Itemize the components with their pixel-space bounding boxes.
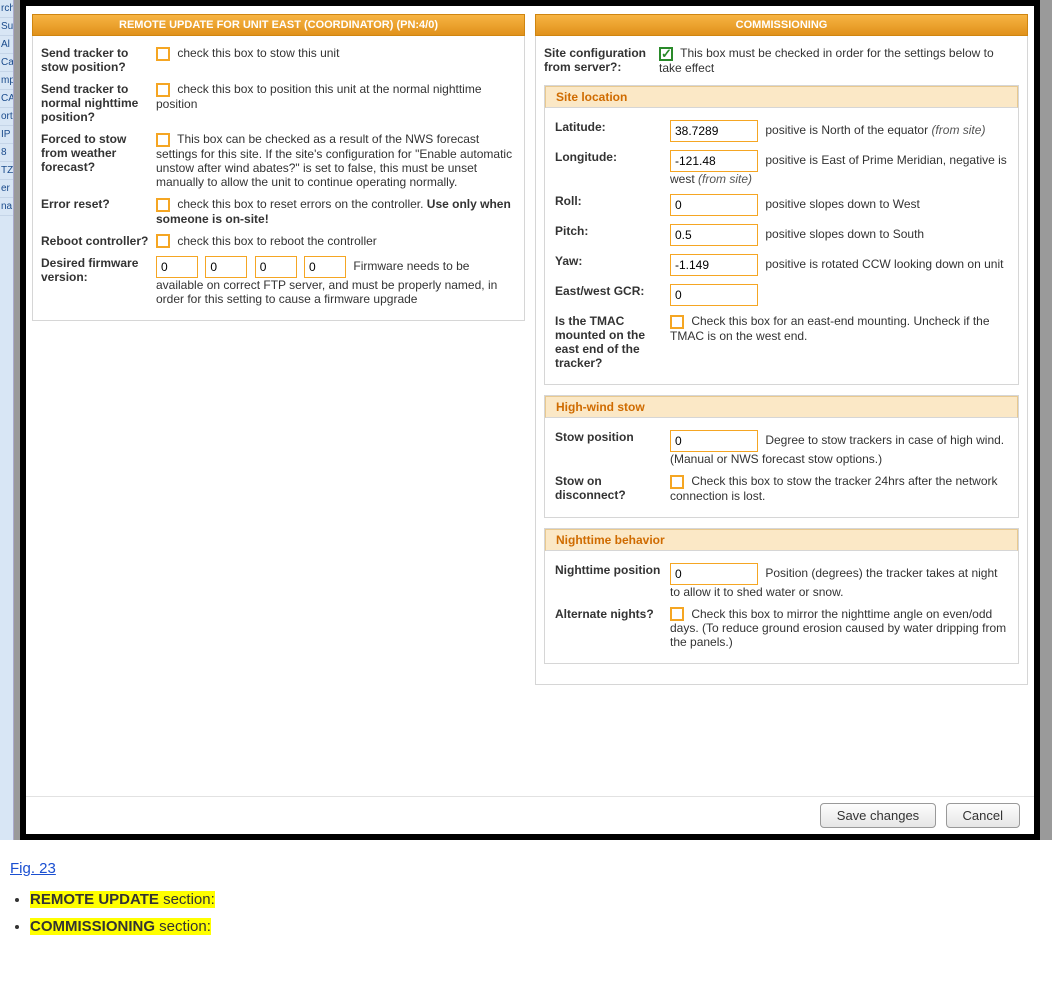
lat-ital: (from site): [931, 123, 985, 137]
stow-label: Send tracker to stow position?: [41, 46, 156, 74]
disc-checkbox[interactable]: [670, 475, 684, 489]
lat-desc: positive is North of the equator: [765, 123, 931, 137]
gcr-label: East/west GCR:: [555, 284, 670, 298]
bg-left-strip: rchSuAl CampCA ortIP8 TZerna: [0, 0, 14, 840]
stowpos-input[interactable]: [670, 430, 758, 452]
altnights-checkbox[interactable]: [670, 607, 684, 621]
stow-checkbox[interactable]: [156, 47, 170, 61]
stowpos-label: Stow position: [555, 430, 670, 444]
nighttime-fieldset: Nighttime behavior Nighttime position Po…: [544, 528, 1019, 665]
gcr-input[interactable]: [670, 284, 758, 306]
modal-scroll-area[interactable]: REMOTE UPDATE FOR UNIT EAST (COORDINATOR…: [26, 6, 1034, 796]
sitecfg-desc: This box must be checked in order for th…: [659, 46, 994, 75]
err-label: Error reset?: [41, 197, 156, 211]
remote-update-panel: REMOTE UPDATE FOR UNIT EAST (COORDINATOR…: [32, 14, 525, 321]
lon-input[interactable]: [670, 150, 758, 172]
bullet-commissioning: COMMISSIONING section:: [30, 918, 1042, 935]
fw-input-3[interactable]: [304, 256, 346, 278]
nighttime-legend: Nighttime behavior: [545, 529, 1018, 551]
high-wind-fieldset: High-wind stow Stow position Degree to s…: [544, 395, 1019, 518]
disc-desc: Check this box to stow the tracker 24hrs…: [670, 474, 997, 503]
sitecfg-label: Site configuration from server?:: [544, 46, 659, 74]
caption-area: Fig. 23 REMOTE UPDATE section: COMMISSIO…: [0, 840, 1052, 955]
disc-label: Stow on disconnect?: [555, 474, 670, 502]
forced-label: Forced to stow from weather forecast?: [41, 132, 156, 174]
altnights-desc: Check this box to mirror the nighttime a…: [670, 607, 1006, 650]
button-bar: Save changes Cancel: [26, 796, 1034, 834]
yaw-label: Yaw:: [555, 254, 670, 268]
roll-input[interactable]: [670, 194, 758, 216]
high-wind-legend: High-wind stow: [545, 396, 1018, 418]
err-checkbox[interactable]: [156, 198, 170, 212]
reboot-checkbox[interactable]: [156, 234, 170, 248]
cancel-button[interactable]: Cancel: [946, 803, 1020, 828]
fw-input-0[interactable]: [156, 256, 198, 278]
site-location-fieldset: Site location Latitude: positive is Nort…: [544, 85, 1019, 385]
bullet-remote-update: REMOTE UPDATE section:: [30, 891, 1042, 908]
night-checkbox[interactable]: [156, 83, 170, 97]
forced-desc: This box can be checked as a result of t…: [156, 132, 512, 189]
sitecfg-checkbox[interactable]: [659, 47, 673, 61]
figure-link[interactable]: Fig. 23: [10, 860, 56, 877]
stow-desc: check this box to stow this unit: [177, 46, 339, 60]
commissioning-header: COMMISSIONING: [535, 14, 1028, 36]
reboot-desc: check this box to reboot the controller: [177, 234, 376, 248]
night-desc: check this box to position this unit at …: [156, 82, 482, 111]
reboot-label: Reboot controller?: [41, 234, 156, 248]
yaw-desc: positive is rotated CCW looking down on …: [765, 257, 1003, 271]
nightpos-label: Nighttime position: [555, 563, 670, 577]
lat-input[interactable]: [670, 120, 758, 142]
fw-input-1[interactable]: [205, 256, 247, 278]
tmac-label: Is the TMAC mounted on the east end of t…: [555, 314, 670, 370]
lon-label: Longitude:: [555, 150, 670, 164]
lat-label: Latitude:: [555, 120, 670, 134]
night-label: Send tracker to normal nighttime positio…: [41, 82, 156, 124]
save-button[interactable]: Save changes: [820, 803, 936, 828]
yaw-input[interactable]: [670, 254, 758, 276]
lon-ital: (from site): [698, 172, 752, 186]
modal: REMOTE UPDATE FOR UNIT EAST (COORDINATOR…: [26, 6, 1034, 834]
altnights-label: Alternate nights?: [555, 607, 670, 621]
pitch-label: Pitch:: [555, 224, 670, 238]
pitch-desc: positive slopes down to South: [765, 227, 924, 241]
tmac-checkbox[interactable]: [670, 315, 684, 329]
forced-checkbox[interactable]: [156, 133, 170, 147]
modal-frame: REMOTE UPDATE FOR UNIT EAST (COORDINATOR…: [20, 0, 1040, 840]
err-desc1: check this box to reset errors on the co…: [177, 197, 426, 211]
tmac-desc: Check this box for an east-end mounting.…: [670, 314, 990, 343]
fw-label: Desired firmware version:: [41, 256, 156, 284]
pitch-input[interactable]: [670, 224, 758, 246]
commissioning-panel: COMMISSIONING Site configuration from se…: [535, 14, 1028, 685]
roll-desc: positive slopes down to West: [765, 197, 920, 211]
roll-label: Roll:: [555, 194, 670, 208]
site-location-legend: Site location: [545, 86, 1018, 108]
fw-input-2[interactable]: [255, 256, 297, 278]
page-backdrop: rchSuAl CampCA ortIP8 TZerna ● DIO statu…: [0, 0, 1052, 840]
remote-update-header: REMOTE UPDATE FOR UNIT EAST (COORDINATOR…: [32, 14, 525, 36]
nightpos-input[interactable]: [670, 563, 758, 585]
